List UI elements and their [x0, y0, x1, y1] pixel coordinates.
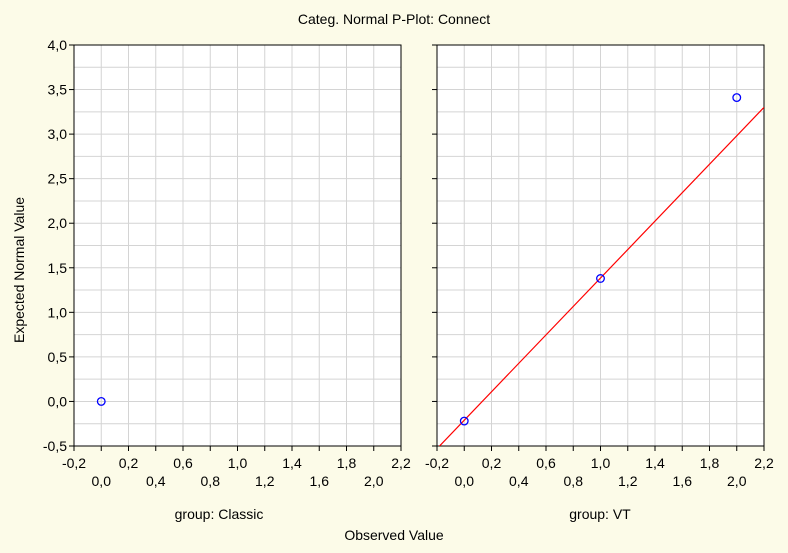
x-tick-label: 1,2	[255, 473, 275, 489]
x-tick-label: 2,0	[364, 473, 384, 489]
x-tick-label: 0,8	[564, 473, 584, 489]
grid	[437, 45, 764, 446]
x-tick-label: 0,4	[146, 473, 166, 489]
panel-classic: -0,5 0,0 0,5 1,0 1,5 2,0 2,5 3,0 3,5 4,0 -0,2 0,2 0,…	[43, 37, 411, 489]
data-point	[459, 416, 469, 426]
y-tick-label: 1,0	[48, 304, 68, 320]
x-tick-label: 1,4	[282, 455, 302, 471]
x-tick-label: 0,2	[119, 455, 139, 471]
y-axis-label: Expected Normal Value	[11, 197, 27, 343]
data-point	[596, 274, 605, 283]
y-tick-label: 3,5	[48, 82, 68, 98]
x-tick-label: -0,2	[62, 455, 86, 471]
x-tick-label: 2,2	[391, 455, 411, 471]
x-tick-label: -0,2	[425, 455, 449, 471]
x-axis-label: Observed Value	[344, 527, 444, 543]
y-tick-label: 2,5	[48, 171, 68, 187]
x-tick-label: 1,2	[618, 473, 638, 489]
chart-title: Categ. Normal P-Plot: Connect	[298, 11, 490, 27]
x-tick-label: 0,2	[482, 455, 502, 471]
x-tick-label: 0,0	[455, 473, 475, 489]
x-tick-label: 0,4	[509, 473, 529, 489]
panel-label-classic: group: Classic	[175, 506, 264, 522]
y-tick-label: 0,0	[48, 393, 68, 409]
x-tick-label: 2,2	[754, 455, 774, 471]
data-point	[96, 396, 106, 406]
x-tick-label: 1,8	[337, 455, 357, 471]
x-tick-label: 2,0	[727, 473, 747, 489]
grid	[74, 45, 401, 446]
panel-vt: -0,2 0,2 0,6 1,0 1,4 1,8 2,2 0,0 0,4 0,8 1,2 1,6 2,0	[425, 44, 774, 489]
x-tick-label: 1,4	[645, 455, 665, 471]
panel-label-vt: group: VT	[569, 506, 631, 522]
y-tick-label: 1,5	[48, 260, 68, 276]
x-tick-label: 0,8	[201, 473, 221, 489]
y-tick-label: -0,5	[43, 438, 67, 454]
x-tick-label: 1,0	[228, 455, 248, 471]
y-tick-label: 2,0	[48, 215, 68, 231]
x-tick-label: 1,6	[673, 473, 693, 489]
x-tick-label: 0,6	[536, 455, 556, 471]
y-tick-label: 3,0	[48, 126, 68, 142]
x-tick-label: 0,0	[92, 473, 112, 489]
x-tick-label: 1,6	[310, 473, 330, 489]
x-tick-label: 1,0	[591, 455, 611, 471]
x-tick-label: 0,6	[173, 455, 193, 471]
y-tick-label: 4,0	[48, 37, 68, 53]
y-tick-label: 0,5	[48, 349, 68, 365]
data-point	[732, 93, 742, 103]
x-tick-label: 1,8	[700, 455, 720, 471]
fit-line	[438, 106, 764, 446]
